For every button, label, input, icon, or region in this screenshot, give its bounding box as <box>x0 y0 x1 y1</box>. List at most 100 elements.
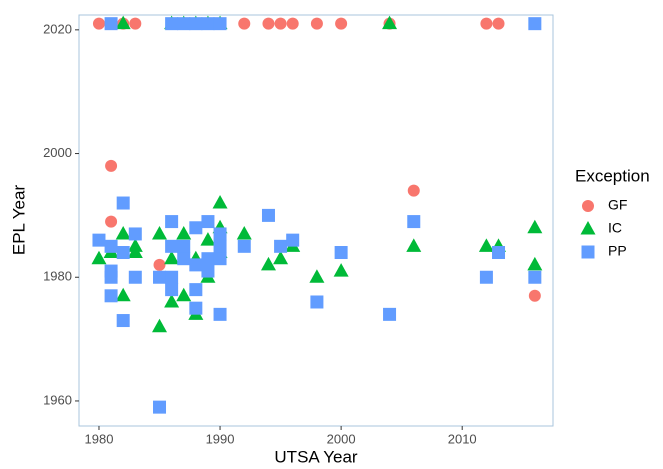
point <box>105 215 118 228</box>
point <box>480 17 493 30</box>
y-tick-label: 2000 <box>43 145 72 160</box>
point <box>165 239 179 253</box>
legend-label: IC <box>608 220 622 236</box>
point <box>104 270 118 284</box>
legend-key <box>582 200 594 212</box>
point <box>201 252 215 266</box>
point <box>115 225 131 240</box>
point <box>407 215 421 229</box>
point <box>115 15 131 30</box>
plot-panel <box>78 14 554 427</box>
point <box>189 283 203 297</box>
point <box>201 264 215 278</box>
point <box>479 270 493 284</box>
legend-label: GF <box>608 197 627 213</box>
point <box>153 270 167 284</box>
point <box>189 17 203 31</box>
point <box>201 17 215 31</box>
point <box>528 289 541 302</box>
x-tick-label: 2010 <box>448 431 477 446</box>
point <box>213 239 227 253</box>
point <box>177 17 191 31</box>
point <box>165 215 179 229</box>
point <box>212 195 228 209</box>
legend-key <box>580 221 596 235</box>
point <box>165 283 179 297</box>
x-tick-label: 1990 <box>206 431 235 446</box>
point <box>309 269 325 283</box>
point <box>152 225 168 240</box>
point <box>492 17 505 30</box>
point <box>334 246 348 260</box>
point <box>213 227 227 241</box>
point <box>237 239 251 253</box>
point <box>238 17 251 30</box>
point <box>127 244 143 259</box>
point <box>92 233 106 247</box>
point <box>129 17 142 30</box>
point <box>273 250 289 265</box>
point <box>165 17 179 31</box>
point <box>165 270 179 284</box>
point <box>286 17 299 30</box>
point <box>236 225 252 240</box>
point <box>116 246 130 260</box>
point <box>407 184 420 197</box>
point <box>478 238 494 252</box>
point <box>153 400 167 414</box>
point <box>335 17 348 30</box>
point <box>105 159 118 172</box>
point <box>286 233 300 247</box>
point <box>200 232 216 246</box>
point <box>261 208 275 222</box>
point <box>189 221 203 235</box>
point <box>153 258 166 271</box>
x-tick-label: 2000 <box>327 431 356 446</box>
point <box>201 215 215 229</box>
point <box>92 17 105 30</box>
point <box>528 270 542 284</box>
point <box>152 318 168 333</box>
point <box>213 307 227 321</box>
y-tick-label: 1980 <box>43 269 72 284</box>
x-tick-label: 1980 <box>85 431 114 446</box>
y-tick-label: 1960 <box>43 392 72 407</box>
y-axis-title: EPL Year <box>9 185 28 256</box>
point <box>128 270 142 284</box>
point <box>91 250 107 265</box>
point <box>128 227 142 241</box>
point <box>274 239 288 253</box>
point <box>213 17 227 31</box>
x-axis-title: UTSA Year <box>274 447 358 466</box>
point <box>274 17 287 30</box>
legend-key <box>581 245 595 259</box>
point <box>262 17 275 30</box>
point <box>383 307 397 321</box>
point <box>176 287 192 302</box>
point <box>116 196 130 210</box>
point <box>104 289 118 303</box>
point <box>177 252 191 266</box>
point <box>213 252 227 266</box>
point <box>164 293 180 308</box>
point <box>177 239 191 253</box>
point <box>406 238 422 252</box>
legend-title: Exception <box>575 166 650 185</box>
point <box>382 15 398 30</box>
point <box>189 301 203 315</box>
point <box>310 17 323 30</box>
point <box>116 314 130 328</box>
point <box>492 246 506 260</box>
point <box>260 256 276 271</box>
point <box>189 258 203 272</box>
point <box>333 263 349 277</box>
point <box>528 17 542 31</box>
point <box>310 295 324 309</box>
point <box>527 219 543 234</box>
point <box>176 225 192 240</box>
point <box>115 287 131 302</box>
point <box>164 250 180 265</box>
point <box>104 17 118 31</box>
legend-label: PP <box>608 243 627 259</box>
